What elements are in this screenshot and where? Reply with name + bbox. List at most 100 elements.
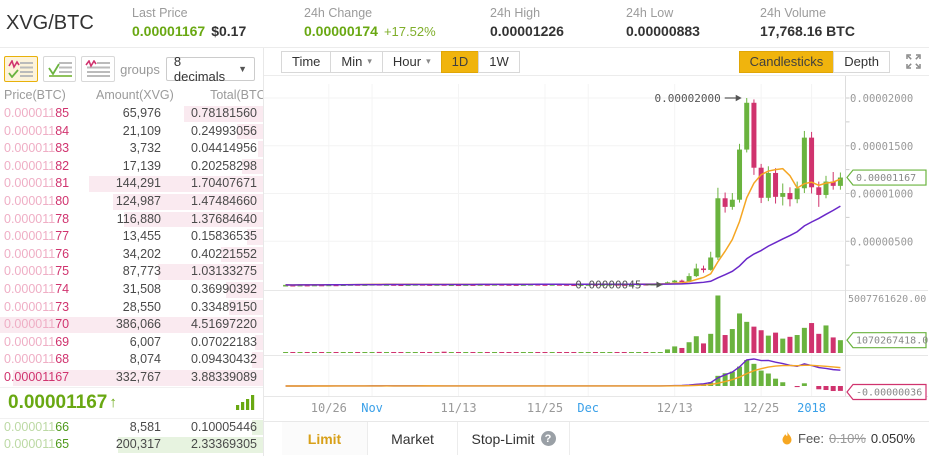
order-total: 1.70407671 xyxy=(190,176,257,191)
interval-1d-button[interactable]: 1D xyxy=(440,50,480,73)
ask-row[interactable]: 0.00001176 34,202 0.40221552 xyxy=(0,246,263,264)
svg-text:0.00000500: 0.00000500 xyxy=(850,236,913,248)
stat-24h-change: 24h Change 0.00000174 +17.52% xyxy=(304,6,490,41)
order-total: 0.78181560 xyxy=(190,106,257,120)
svg-text:10/26: 10/26 xyxy=(311,401,347,415)
market-depth-bars-icon[interactable] xyxy=(236,395,255,410)
fee-new-value: 0.050% xyxy=(870,431,915,446)
tab-limit[interactable]: Limit xyxy=(282,422,368,455)
ask-row[interactable]: 0.00001167 332,767 3.88339089 xyxy=(0,369,263,387)
book-view-bids-button[interactable] xyxy=(42,56,77,82)
ask-row[interactable]: 0.00001180 124,987 1.47484660 xyxy=(0,193,263,211)
book-view-both-button[interactable] xyxy=(4,56,38,82)
svg-text:0.00001000: 0.00001000 xyxy=(850,189,913,201)
fee-info: Fee: 0.10% 0.050% xyxy=(781,431,915,446)
order-total: 4.51697220 xyxy=(190,317,257,332)
interval-time-button[interactable]: Time xyxy=(281,50,332,73)
order-price: 0.00001178 xyxy=(4,211,70,226)
ask-row[interactable]: 0.00001170 386,066 4.51697220 xyxy=(0,316,263,334)
order-amount: 21,109 xyxy=(122,123,161,138)
order-amount: 332,767 xyxy=(115,369,161,384)
book-view-asks-button[interactable] xyxy=(81,56,116,82)
stat-24h-low: 24h Low 0.00000883 xyxy=(626,6,760,41)
interval-1w-button[interactable]: 1W xyxy=(478,50,520,73)
order-price: 0.00001183 xyxy=(4,141,70,156)
order-amount: 87,773 xyxy=(122,264,161,279)
order-amount: 34,202 xyxy=(122,246,161,261)
book-both-icon xyxy=(8,60,33,78)
ask-row[interactable]: 0.00001185 65,976 0.78181560 xyxy=(0,105,263,123)
svg-text:1070267418.0: 1070267418.0 xyxy=(856,336,928,347)
bid-row[interactable]: 0.00001165 200,317 2.33369305 xyxy=(0,436,263,454)
bid-row[interactable]: 0.00001166 8,581 0.10005446 xyxy=(0,419,263,437)
stat-value: 0.00001167 xyxy=(132,23,206,39)
depth-bar xyxy=(13,369,263,386)
depth-bar xyxy=(220,246,263,263)
interval-min-dropdown[interactable]: Min ▾ xyxy=(330,50,383,73)
caret-down-icon: ▼ xyxy=(238,64,247,74)
order-price: 0.00001176 xyxy=(4,246,70,261)
decimals-dropdown[interactable]: 8 decimals ▼ xyxy=(165,54,255,84)
ask-row[interactable]: 0.00001178 116,880 1.37684640 xyxy=(0,211,263,229)
button-label: Time xyxy=(292,54,321,69)
pair-title: XVG/BTC xyxy=(6,12,94,34)
ask-row[interactable]: 0.00001184 21,109 0.24993056 xyxy=(0,123,263,141)
bids-list: 0.00001166 8,581 0.10005446 0.00001165 200,3… xyxy=(0,419,263,454)
tab-market[interactable]: Market xyxy=(368,422,458,455)
order-price: 0.00001180 xyxy=(4,193,70,208)
ask-row[interactable]: 0.00001177 13,455 0.15836535 xyxy=(0,228,263,246)
tab-label: Limit xyxy=(307,430,342,447)
stat-value: 17,768.16 BTC xyxy=(760,23,855,39)
book-asks-icon xyxy=(85,60,111,77)
ask-row[interactable]: 0.00001168 8,074 0.09430432 xyxy=(0,351,263,369)
stat-24h-high: 24h High 0.00001226 xyxy=(490,6,626,41)
tab-stop-limit[interactable]: Stop-Limit? xyxy=(458,422,570,455)
order-book-panel: groups 8 decimals ▼ Price(BTC) Amount(XV… xyxy=(0,48,264,456)
header: XVG/BTC Last Price 0.00001167 $0.17 24h C… xyxy=(0,0,929,48)
ask-row[interactable]: 0.00001181 144,291 1.70407671 xyxy=(0,175,263,193)
order-amount: 200,317 xyxy=(115,437,161,452)
depth-bar xyxy=(157,264,263,280)
spacer xyxy=(264,422,282,455)
ask-row[interactable]: 0.00001175 87,773 1.03133275 xyxy=(0,263,263,281)
chart-toolbar: Time Min ▾ Hour ▾ 1D 1W Candlesticks Depth xyxy=(264,48,929,76)
svg-text:Nov: Nov xyxy=(361,401,383,415)
depth-bar xyxy=(113,193,263,210)
ask-row[interactable]: 0.00001174 31,508 0.36990392 xyxy=(0,281,263,299)
order-price: 0.00001185 xyxy=(4,106,70,120)
ask-row[interactable]: 0.00001173 28,550 0.33489150 xyxy=(0,299,263,317)
ask-row[interactable]: 0.00001183 3,732 0.04414956 xyxy=(0,140,263,158)
fee-old-value: 0.10% xyxy=(829,431,866,446)
order-total: 0.15836535 xyxy=(190,229,257,244)
groups-label: groups xyxy=(120,61,160,77)
macd-value-tag: -0.00000036 xyxy=(846,383,927,401)
depth-bar xyxy=(226,281,263,298)
depth-bar xyxy=(257,141,263,157)
depth-tab[interactable]: Depth xyxy=(833,50,890,73)
candlestick-chart-canvas[interactable]: 0.00002000 0.00001500 0.00001000 0.00000500… xyxy=(264,76,928,421)
book-bids-icon xyxy=(47,62,72,77)
order-price: 0.00001174 xyxy=(4,281,70,296)
stat-value: 0.00000174 xyxy=(304,23,378,39)
ask-row[interactable]: 0.00001182 17,139 0.20258298 xyxy=(0,158,263,176)
button-label: Hour xyxy=(392,54,422,69)
ask-row[interactable]: 0.00001169 6,007 0.07022183 xyxy=(0,334,263,352)
svg-text:0.00001500: 0.00001500 xyxy=(850,141,913,153)
fullscreen-expand-icon[interactable] xyxy=(906,54,921,69)
order-total: 1.03133275 xyxy=(190,264,257,279)
svg-text:0.00002000: 0.00002000 xyxy=(850,93,913,105)
button-label: Min xyxy=(341,54,363,69)
order-price: 0.00001173 xyxy=(4,299,70,314)
caret-down-icon: ▾ xyxy=(367,56,372,66)
candlesticks-tab[interactable]: Candlesticks xyxy=(738,50,835,73)
order-amount: 124,987 xyxy=(115,193,161,208)
stat-label: 24h Low xyxy=(626,6,674,20)
order-amount: 31,508 xyxy=(122,281,161,296)
order-amount: 28,550 xyxy=(122,299,161,314)
order-price: 0.00001170 xyxy=(4,317,70,332)
help-question-icon[interactable]: ? xyxy=(540,431,556,446)
stat-last-price: Last Price 0.00001167 $0.17 xyxy=(132,6,304,41)
button-label: 1D xyxy=(451,54,469,69)
svg-text:Dec: Dec xyxy=(577,401,599,415)
interval-hour-dropdown[interactable]: Hour ▾ xyxy=(381,50,442,73)
